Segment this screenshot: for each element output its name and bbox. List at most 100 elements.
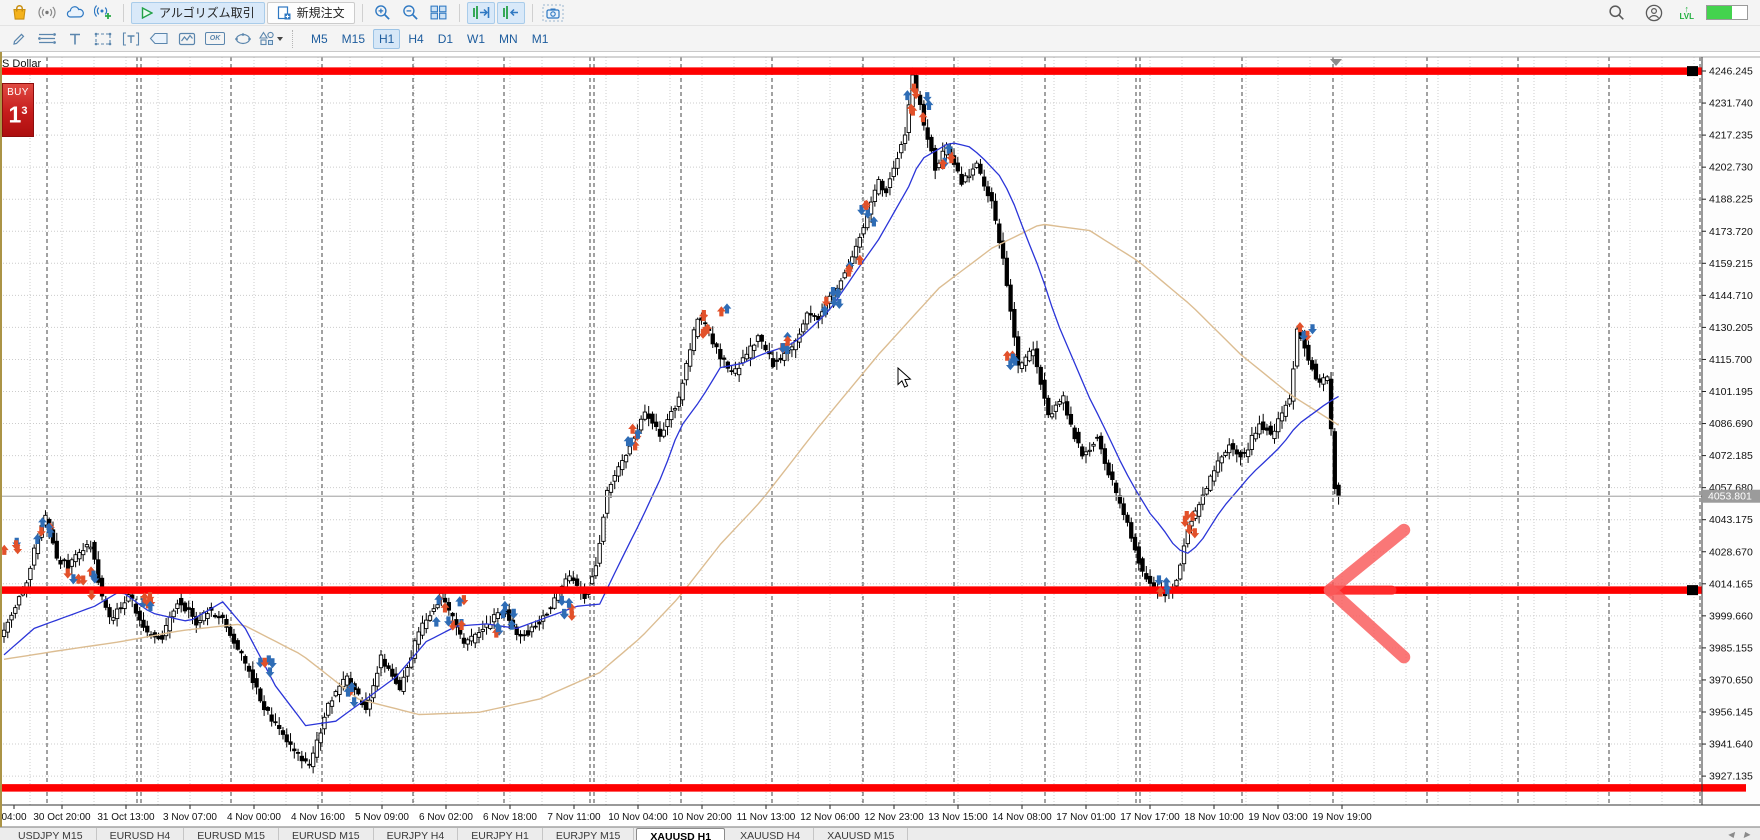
broadcast-add-icon[interactable] <box>90 3 116 23</box>
time-axis[interactable]: 04:00 30 Oct 20:00 31 Oct 13:00 3 Nov 07:00… <box>1 805 1372 823</box>
svg-text:4115.700: 4115.700 <box>1709 354 1752 366</box>
tab-xauusd-h1[interactable]: XAUUSD H1 <box>636 828 726 840</box>
svg-text:4014.165: 4014.165 <box>1709 578 1753 590</box>
svg-text:4 Nov 16:00: 4 Nov 16:00 <box>291 812 345 823</box>
price-axis[interactable]: 4246.245 4231.740 4217.235 4202.730 4188.225… <box>1702 66 1753 783</box>
svg-text:4130.205: 4130.205 <box>1709 322 1753 334</box>
timeframe-h4[interactable]: H4 <box>402 29 429 49</box>
auto-scroll-icon[interactable] <box>496 1 525 24</box>
search-icon[interactable] <box>1603 3 1629 23</box>
tab-eurjpy-h4[interactable]: EURJPY H4 <box>374 828 459 840</box>
svg-text:4086.690: 4086.690 <box>1709 418 1753 430</box>
svg-text:13 Nov 15:00: 13 Nov 15:00 <box>928 812 988 823</box>
text-tool-icon[interactable] <box>62 29 88 49</box>
toolbar-right-group: ↑ LVL <box>1603 3 1754 23</box>
zoom-in-icon[interactable] <box>370 3 396 23</box>
toolbar-separator <box>123 3 124 22</box>
rectangle-tool-icon[interactable] <box>90 29 116 49</box>
chart-canvas[interactable]: 4246.245 4231.740 4217.235 4202.730 4188.225… <box>0 52 1760 827</box>
window-edge <box>0 52 2 827</box>
svg-text:3956.145: 3956.145 <box>1709 707 1753 719</box>
svg-text:3999.660: 3999.660 <box>1709 610 1753 622</box>
svg-text:12 Nov 23:00: 12 Nov 23:00 <box>864 812 924 823</box>
new-order-label: 新規注文 <box>296 6 345 20</box>
tab-eurjpy-m15[interactable]: EURJPY M15 <box>543 828 635 840</box>
horizontal-line-objects[interactable] <box>0 66 1746 792</box>
ellipse-tool-icon[interactable] <box>230 29 256 49</box>
svg-text:4144.710: 4144.710 <box>1709 290 1753 302</box>
timeframe-m15[interactable]: M15 <box>336 29 371 49</box>
chart-shift-end-icon[interactable] <box>466 1 495 24</box>
timeframe-mn[interactable]: MN <box>493 29 524 49</box>
algo-trading-button[interactable]: アルゴリズム取引 <box>131 1 265 24</box>
svg-text:10 Nov 04:00: 10 Nov 04:00 <box>608 812 668 823</box>
buy-button[interactable]: BUY 13 <box>2 83 34 137</box>
svg-text:7 Nov 11:00: 7 Nov 11:00 <box>547 812 601 823</box>
svg-text:17 Nov 17:00: 17 Nov 17:00 <box>1120 812 1180 823</box>
indicator-window-tool-icon[interactable] <box>174 29 200 49</box>
bid-price-line: 4053.801 <box>0 489 1760 503</box>
toolbar-separator <box>361 3 363 22</box>
timeframe-d1[interactable]: D1 <box>432 29 459 49</box>
signals-icon[interactable] <box>34 3 60 23</box>
market-bag-icon[interactable] <box>6 3 32 23</box>
svg-text:31 Oct 13:00: 31 Oct 13:00 <box>97 812 155 823</box>
tab-scroll-left-icon[interactable]: ◀ <box>1727 830 1734 839</box>
svg-text:4101.195: 4101.195 <box>1709 386 1753 398</box>
tab-eurusd-m15-2[interactable]: EURUSD M15 <box>279 828 374 840</box>
svg-text:6 Nov 02:00: 6 Nov 02:00 <box>419 812 473 823</box>
svg-text:11 Nov 13:00: 11 Nov 13:00 <box>737 812 796 823</box>
svg-text:4173.720: 4173.720 <box>1709 226 1753 238</box>
timeframe-w1[interactable]: W1 <box>461 29 491 49</box>
buy-price: 13 <box>8 101 28 128</box>
screenshot-camera-icon[interactable] <box>540 3 566 23</box>
shapes-menu-icon[interactable] <box>258 29 284 49</box>
tab-xauusd-m15[interactable]: XAUUSD M15 <box>814 828 909 840</box>
svg-text:4053.801: 4053.801 <box>1708 491 1752 503</box>
svg-text:4028.670: 4028.670 <box>1709 546 1753 558</box>
cloud-icon[interactable] <box>62 3 88 23</box>
chart-tab-bar: USDJPY M15 EURUSD H4 EURUSD M15 EURUSD M… <box>0 827 1760 840</box>
arrow-annotation[interactable] <box>1323 523 1411 664</box>
level-label: LVL <box>1679 11 1694 21</box>
tab-eurusd-m15[interactable]: EURUSD M15 <box>184 828 279 840</box>
algo-trading-label: アルゴリズム取引 <box>159 6 255 20</box>
symbol-label: S Dollar <box>2 58 41 70</box>
mouse-cursor-icon <box>897 366 912 388</box>
svg-text:4 Nov 00:00: 4 Nov 00:00 <box>227 812 281 823</box>
ok-button-tool-icon[interactable]: OK <box>202 29 228 49</box>
toolbar-separator <box>292 29 297 48</box>
toolbar-separator <box>458 3 460 22</box>
chart-shift-marker-icon[interactable] <box>1330 59 1342 66</box>
svg-text:04:00: 04:00 <box>1 812 26 823</box>
tab-usdjpy-m15[interactable]: USDJPY M15 <box>5 828 97 840</box>
timeframe-m1[interactable]: M1 <box>526 29 555 49</box>
price-label-tool-icon[interactable] <box>146 29 172 49</box>
tab-scroll-right-icon[interactable]: ▶ <box>1743 830 1750 839</box>
svg-text:5 Nov 09:00: 5 Nov 09:00 <box>355 812 409 823</box>
level-indicator: ↑ LVL <box>1679 4 1694 21</box>
svg-text:4188.225: 4188.225 <box>1709 194 1753 206</box>
battery-fill <box>1707 6 1732 19</box>
tab-eurusd-h4[interactable]: EURUSD H4 <box>97 828 185 840</box>
profile-icon[interactable] <box>1641 3 1667 23</box>
svg-text:4159.215: 4159.215 <box>1709 258 1753 270</box>
tile-windows-icon[interactable] <box>426 3 452 23</box>
pencil-tool-icon[interactable] <box>6 29 32 49</box>
text-label-tool-icon[interactable] <box>118 29 144 49</box>
new-order-button[interactable]: 新規注文 <box>266 1 355 24</box>
timeframe-m5[interactable]: M5 <box>305 29 334 49</box>
candlesticks <box>1 67 1341 774</box>
zoom-out-icon[interactable] <box>398 3 424 23</box>
tab-eurjpy-h1[interactable]: EURJPY H1 <box>458 828 543 840</box>
equidistant-channel-icon[interactable] <box>34 29 60 49</box>
svg-text:3970.650: 3970.650 <box>1709 674 1753 686</box>
svg-text:18 Nov 10:00: 18 Nov 10:00 <box>1184 812 1244 823</box>
svg-text:3985.155: 3985.155 <box>1709 642 1753 654</box>
svg-text:4202.730: 4202.730 <box>1709 162 1753 174</box>
svg-text:3 Nov 07:00: 3 Nov 07:00 <box>163 812 217 823</box>
tab-xauusd-h4[interactable]: XAUUSD H4 <box>727 828 815 840</box>
timeframe-h1[interactable]: H1 <box>373 28 401 49</box>
svg-text:4043.175: 4043.175 <box>1709 514 1753 526</box>
